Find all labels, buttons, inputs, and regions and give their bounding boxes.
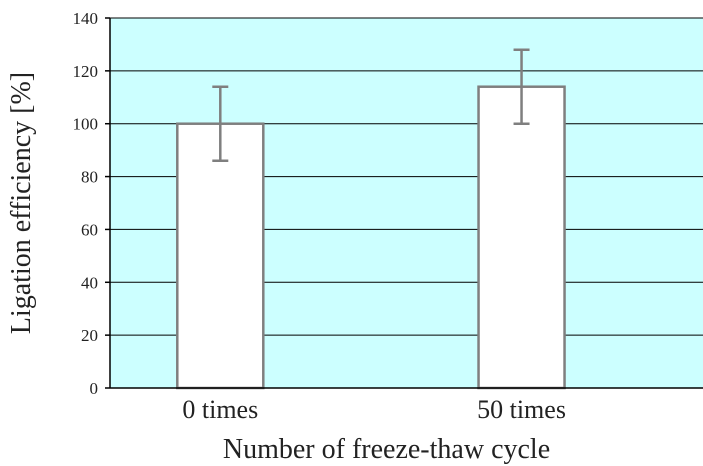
bar [176, 122, 265, 390]
y-tick-label: 120 [73, 62, 99, 81]
y-tick-label: 40 [81, 273, 98, 292]
x-tick-labels: 0 times 50 times [182, 395, 566, 424]
y-tick-label: 60 [81, 220, 98, 239]
x-tick-label: 50 times [477, 395, 566, 424]
y-tick-label: 100 [73, 115, 99, 134]
error-bar [212, 85, 229, 162]
y-tick-labels: 0 20 40 60 80 100 120 140 [73, 9, 99, 398]
x-axis-title: Number of freeze-thaw cycle [223, 434, 550, 465]
x-tick-label: 0 times [182, 395, 258, 424]
y-axis-title: Ligation efficiency [%] [6, 72, 37, 334]
axes [105, 17, 703, 389]
y-tick-label: 20 [81, 326, 98, 345]
y-tick-label: 140 [73, 9, 99, 28]
bar [477, 85, 566, 390]
error-bar [513, 48, 530, 125]
error-bars [212, 48, 530, 162]
y-tick-label: 80 [81, 168, 98, 187]
y-tick-label: 0 [90, 379, 99, 398]
